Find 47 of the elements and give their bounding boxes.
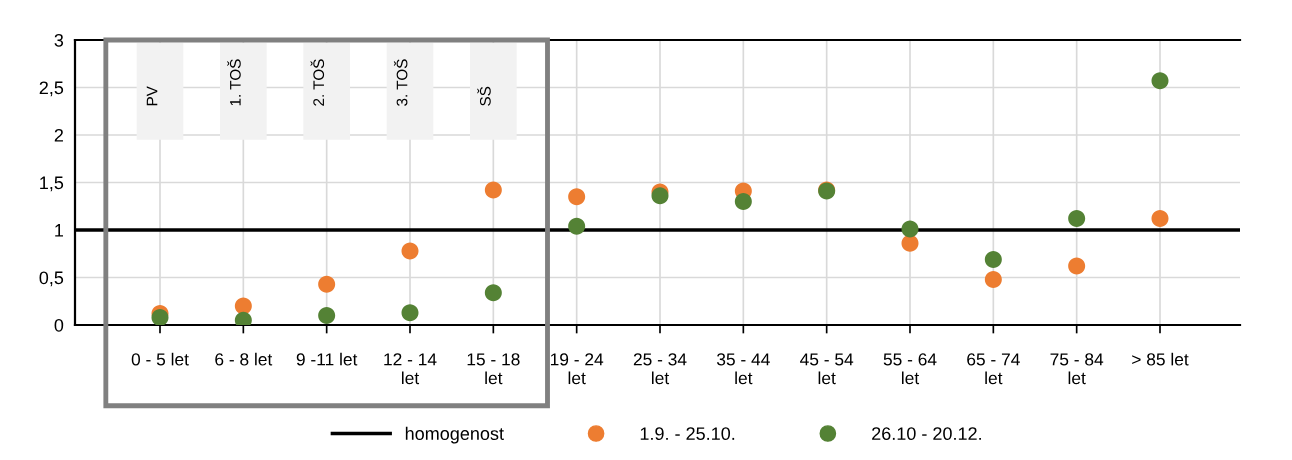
point — [1068, 257, 1086, 275]
point — [901, 220, 919, 238]
legend-label: homogenost — [405, 426, 504, 444]
point — [901, 234, 919, 252]
point — [401, 304, 419, 322]
point — [318, 275, 336, 293]
point — [568, 188, 586, 206]
x-tick-label: 9 -11 let — [296, 352, 358, 366]
point — [484, 181, 502, 199]
y-tick-label: 0 — [54, 318, 64, 332]
y-tick-label: 1,5 — [40, 176, 64, 192]
point — [1068, 210, 1086, 228]
x-tick-label: 35 - 44 let — [716, 353, 770, 385]
x-tick-label: 6 - 8 let — [215, 352, 273, 366]
x-tick-label: 75 - 84 let — [1050, 353, 1104, 385]
y-tick-label: 0,5 — [39, 271, 64, 287]
point — [734, 192, 752, 211]
annotation: PV — [146, 86, 158, 106]
point — [484, 284, 502, 302]
x-tick-label: 12 - 14 let — [384, 353, 437, 385]
point — [651, 187, 669, 205]
annotation: SŠ — [477, 86, 491, 106]
x-tick-label: > 85 let — [1132, 352, 1189, 366]
annotation: 2. TOŠ — [310, 59, 325, 106]
x-tick-label: 19 - 24 let — [550, 353, 604, 385]
legend-label: 26.10 - 20.12. — [872, 427, 981, 441]
x-tick-label: 0 - 5 let — [131, 352, 189, 366]
point — [1151, 72, 1169, 90]
annotation: 1. TOŠ — [227, 59, 241, 106]
y-tick-label: 2 — [54, 128, 63, 142]
point — [401, 242, 419, 260]
point — [1151, 210, 1169, 228]
y-tick-label: 3 — [54, 33, 64, 47]
x-tick-label: 15 - 18 let — [467, 353, 520, 385]
x-tick-label: 45 - 54 let — [800, 353, 854, 385]
point — [984, 270, 1002, 288]
point — [234, 297, 252, 315]
x-tick-label: 65 - 74 let — [967, 353, 1020, 385]
x-tick-label: 55 - 64 let — [883, 353, 937, 385]
legend-label: 1.9. - 25.10. — [640, 427, 735, 441]
annotation: 3. TOŠ — [393, 59, 408, 106]
x-tick-label: 25 - 34 let — [633, 353, 687, 385]
y-tick-label: 2,5 — [39, 81, 64, 97]
point — [984, 250, 1002, 268]
y-tick-label: 1 — [55, 224, 64, 237]
point — [568, 217, 586, 235]
point — [318, 306, 336, 325]
